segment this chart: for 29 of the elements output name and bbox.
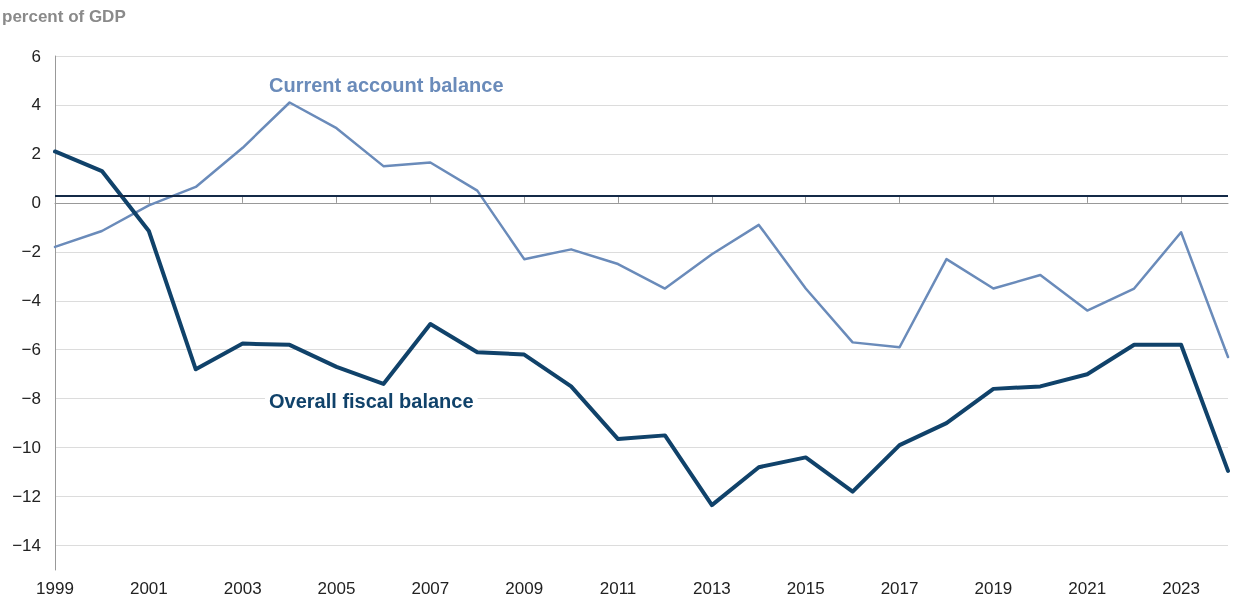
y-tick-label: −4 <box>21 291 41 311</box>
x-tick-label: 2017 <box>880 579 919 598</box>
y-tick-label: −2 <box>21 242 41 262</box>
y-tick-label: −6 <box>21 340 41 360</box>
x-tick-label: 2013 <box>692 579 731 598</box>
series-label: Current account balance <box>269 74 504 96</box>
line-series <box>53 149 1230 508</box>
y-tick-label: 2 <box>31 144 41 164</box>
x-tick-label: 2005 <box>317 579 356 598</box>
x-tick-label: 2023 <box>1162 579 1200 598</box>
y-tick-label: 4 <box>31 95 41 115</box>
y-tick-label: −10 <box>12 438 41 458</box>
y-tick-label: −14 <box>12 536 41 556</box>
x-tick-label: 2015 <box>786 579 825 598</box>
x-tick-label: 2009 <box>505 579 544 598</box>
x-tick-label: 2001 <box>129 579 168 598</box>
y-tick-label: −12 <box>12 487 41 507</box>
x-tick-label: 2007 <box>411 579 450 598</box>
y-tick-label: −8 <box>21 389 41 409</box>
x-tick-label: 2019 <box>974 579 1013 598</box>
x-tick-label: 1999 <box>36 579 74 598</box>
series-label: Overall fiscal balance <box>269 390 474 412</box>
x-tick-label: 2021 <box>1068 579 1107 598</box>
y-tick-label: 0 <box>31 193 41 213</box>
y-tick-label: 6 <box>31 46 41 66</box>
y-axis-title: percent of GDP <box>2 7 126 26</box>
x-tick-label: 2003 <box>223 579 262 598</box>
x-tick-label: 2011 <box>599 579 637 598</box>
line-series <box>53 101 1230 359</box>
